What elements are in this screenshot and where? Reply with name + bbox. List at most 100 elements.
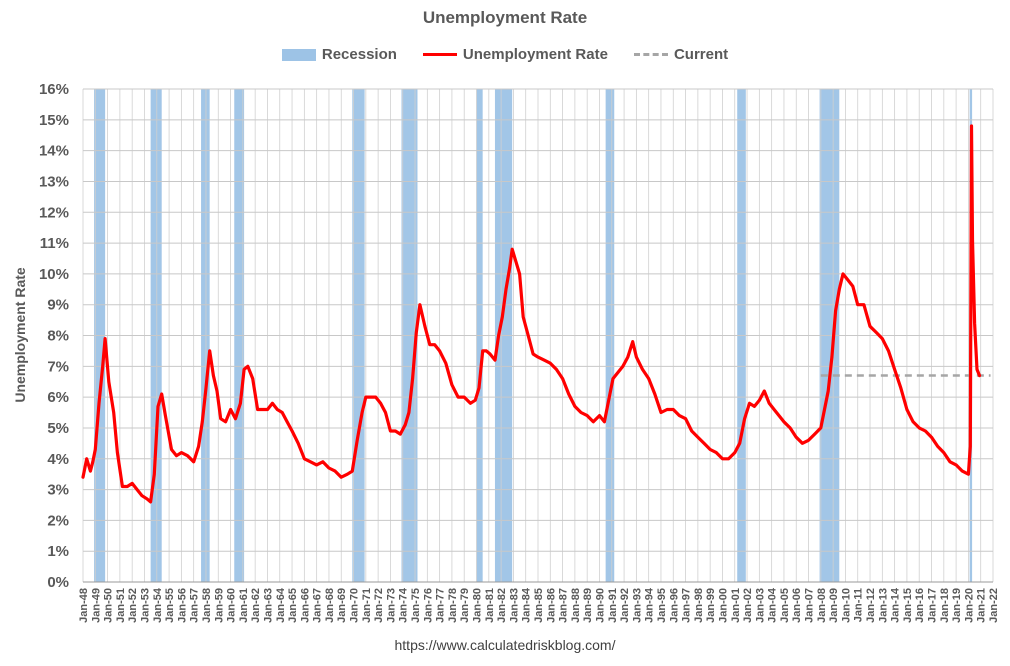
x-tick-label: Jan-74 — [398, 587, 410, 623]
y-tick-label: 7% — [47, 358, 69, 375]
x-tick-label: Jan-03 — [754, 588, 766, 623]
y-tick-label: 8% — [47, 328, 69, 345]
x-tick-label: Jan-65 — [287, 588, 299, 623]
chart-legend: Recession Unemployment Rate Current — [0, 46, 1010, 63]
x-tick-label: Jan-88 — [570, 588, 582, 623]
y-tick-label: 13% — [39, 173, 69, 190]
x-tick-label: Jan-01 — [730, 588, 742, 623]
y-tick-label: 14% — [39, 143, 69, 160]
recession-bands — [94, 89, 973, 582]
x-tick-label: Jan-84 — [521, 587, 533, 623]
x-tick-label: Jan-90 — [594, 588, 606, 623]
x-tick-label: Jan-91 — [607, 588, 619, 623]
y-tick-label: 10% — [39, 266, 69, 283]
x-tick-label: Jan-10 — [840, 588, 852, 623]
x-tick-label: Jan-80 — [472, 588, 484, 623]
x-tick-label: Jan-11 — [853, 588, 865, 622]
x-tick-label: Jan-12 — [865, 588, 877, 623]
x-tick-label: Jan-97 — [681, 588, 693, 623]
recession-band-11 — [969, 89, 973, 582]
x-tick-label: Jan-52 — [127, 588, 139, 623]
x-tick-label: Jan-79 — [459, 588, 471, 623]
y-tick-label: 6% — [47, 389, 69, 406]
x-tick-label: Jan-64 — [275, 587, 287, 623]
x-tick-label: Jan-58 — [201, 588, 213, 623]
x-tick-label: Jan-48 — [78, 588, 90, 623]
x-tick-label: Jan-05 — [779, 588, 791, 623]
x-tick-label: Jan-16 — [914, 588, 926, 623]
x-tick-label: Jan-85 — [533, 588, 545, 623]
x-tick-label: Jan-71 — [361, 588, 373, 623]
x-tick-label: Jan-60 — [226, 588, 238, 623]
recession-band-2 — [201, 89, 210, 582]
x-tick-label: Jan-06 — [791, 588, 803, 623]
y-tick-label: 2% — [47, 512, 69, 529]
y-tick-label: 3% — [47, 482, 69, 499]
legend-label-recession: Recession — [321, 46, 397, 63]
recession-band-6 — [476, 89, 483, 582]
legend-label-current: Current — [673, 46, 729, 63]
x-tick-label: Jan-96 — [668, 588, 680, 623]
legend-item-unemployment-rate: Unemployment Rate — [422, 46, 608, 63]
x-tick-label: Jan-50 — [103, 588, 115, 623]
x-tick-label: Jan-99 — [705, 588, 717, 623]
x-tick-label: Jan-73 — [385, 588, 397, 623]
x-tick-label: Jan-87 — [558, 588, 570, 623]
x-tick-label: Jan-13 — [877, 588, 889, 623]
x-tick-label: Jan-09 — [828, 588, 840, 623]
x-tick-label: Jan-14 — [890, 587, 902, 623]
legend-swatch-current — [633, 53, 668, 56]
recession-band-3 — [234, 89, 245, 582]
x-tick-label: Jan-89 — [582, 588, 594, 623]
chart-title: Unemployment Rate — [422, 8, 588, 27]
x-tick-label: Jan-19 — [951, 588, 963, 623]
x-tick-label: Jan-67 — [312, 588, 324, 623]
x-tick-label: Jan-04 — [767, 587, 779, 623]
y-tick-label: 5% — [47, 420, 69, 437]
legend-item-recession: Recession — [281, 46, 397, 63]
x-tick-label: Jan-54 — [152, 587, 164, 623]
x-tick-label: Jan-15 — [902, 588, 914, 623]
x-tick-label: Jan-66 — [299, 588, 311, 623]
x-tick-label: Jan-00 — [717, 588, 729, 623]
y-tick-label: 12% — [39, 204, 69, 221]
recession-band-10 — [819, 89, 840, 582]
x-tick-labels: Jan-48 Jan-49 Jan-50 Jan-51 Jan-52 Jan-53 Jan-… — [78, 587, 1000, 623]
x-tick-label: Jan-53 — [139, 588, 151, 623]
legend-label-unemployment-rate: Unemployment Rate — [462, 46, 608, 63]
x-tick-label: Jan-94 — [644, 587, 656, 623]
x-tick-label: Jan-86 — [545, 588, 557, 623]
x-tick-label: Jan-57 — [189, 588, 201, 623]
x-tick-label: Jan-82 — [496, 588, 508, 623]
y-tick-labels: 0% 1% 2% 3% 4% 5% 6% 7% 8% 9% 10% 11% 12% 13% 14% 15% 16… — [39, 81, 69, 591]
x-tick-label: Jan-08 — [816, 588, 828, 623]
x-tick-label: Jan-49 — [90, 588, 102, 623]
x-tick-label: Jan-17 — [927, 588, 939, 623]
y-tick-label: 1% — [47, 543, 69, 560]
x-tick-label: Jan-75 — [410, 588, 422, 623]
x-tick-label: Jan-20 — [963, 588, 975, 623]
x-tick-label: Jan-18 — [939, 588, 951, 623]
series-layer — [81, 124, 991, 504]
y-tick-label: 16% — [39, 81, 69, 98]
x-tick-label: Jan-56 — [176, 588, 188, 623]
recession-band-9 — [737, 89, 746, 582]
source-url: https://www.calculatedriskblog.com/ — [394, 637, 616, 653]
x-tick-label: Jan-95 — [656, 588, 668, 623]
x-tick-label: Jan-93 — [631, 588, 643, 623]
recession-band-8 — [605, 89, 615, 582]
x-tick-label: Jan-68 — [324, 588, 336, 623]
x-tick-label: Jan-72 — [373, 588, 385, 623]
x-tick-label: Jan-07 — [804, 588, 816, 623]
x-tick-label: Jan-69 — [336, 588, 348, 623]
x-tick-label: Jan-98 — [693, 588, 705, 623]
recession-band-5 — [401, 89, 418, 582]
x-tick-label: Jan-76 — [422, 588, 434, 623]
recession-band-4 — [352, 89, 365, 582]
x-tick-label: Jan-78 — [447, 588, 459, 623]
y-tick-label: 15% — [39, 112, 69, 129]
x-tick-label: Jan-61 — [238, 588, 250, 623]
x-tick-label: Jan-70 — [349, 588, 361, 623]
x-tick-label: Jan-63 — [262, 588, 274, 623]
